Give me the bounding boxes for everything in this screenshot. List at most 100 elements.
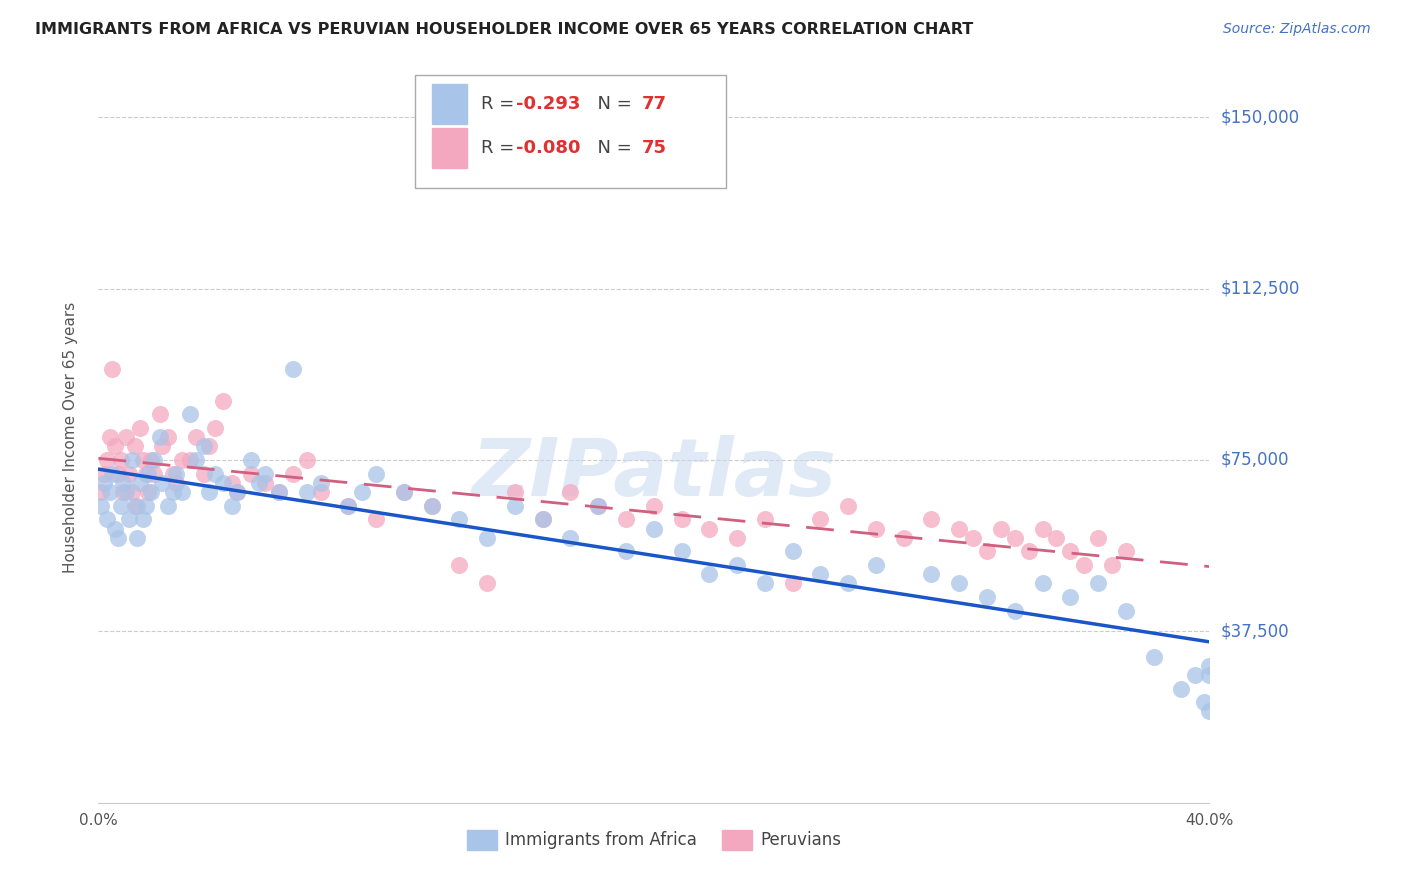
Point: [138, 484, 160, 499]
Point: [165, 475, 187, 490]
Point: [221, 475, 243, 490]
Point: [129, 475, 152, 490]
Point: [124, 499, 146, 513]
Point: [475, 576, 499, 591]
Point: [588, 499, 610, 513]
Point: [643, 499, 665, 513]
Point: [976, 544, 998, 558]
Point: [249, 475, 271, 490]
Point: [837, 576, 859, 591]
Point: [1018, 544, 1040, 558]
Point: [107, 531, 129, 545]
Point: [179, 453, 201, 467]
Point: [976, 590, 998, 604]
Point: [309, 484, 332, 499]
Point: [212, 475, 235, 490]
Point: [352, 484, 374, 499]
Point: [1198, 658, 1220, 673]
Point: [240, 467, 263, 481]
Point: [754, 576, 776, 591]
Text: 75: 75: [641, 139, 666, 157]
Point: [1115, 544, 1137, 558]
Point: [281, 467, 304, 481]
Text: $112,500: $112,500: [1220, 279, 1299, 298]
Point: [560, 531, 582, 545]
Point: [531, 512, 554, 526]
Point: [204, 421, 226, 435]
Point: [920, 567, 942, 582]
Point: [253, 467, 276, 481]
Point: [1192, 695, 1215, 709]
Point: [392, 484, 415, 499]
Point: [1032, 576, 1054, 591]
Point: [170, 484, 193, 499]
Point: [96, 512, 118, 526]
Point: [204, 467, 226, 481]
Point: [531, 512, 554, 526]
Point: [112, 484, 135, 499]
Point: [1059, 544, 1081, 558]
Point: [475, 531, 499, 545]
Point: [212, 393, 235, 408]
Text: $75,000: $75,000: [1220, 451, 1289, 469]
Point: [810, 567, 832, 582]
Point: [124, 439, 146, 453]
Point: [920, 512, 942, 526]
Point: [588, 499, 610, 513]
Point: [990, 521, 1012, 535]
Point: [295, 453, 318, 467]
Point: [1073, 558, 1095, 573]
Point: [156, 499, 179, 513]
Point: [179, 407, 201, 421]
Point: [1004, 531, 1026, 545]
Point: [366, 512, 388, 526]
Bar: [415, 75, 725, 188]
Point: [865, 521, 887, 535]
Point: [560, 484, 582, 499]
Text: -0.293: -0.293: [516, 95, 581, 113]
Point: [226, 484, 249, 499]
Point: [837, 499, 859, 513]
Text: IMMIGRANTS FROM AFRICA VS PERUVIAN HOUSEHOLDER INCOME OVER 65 YEARS CORRELATION : IMMIGRANTS FROM AFRICA VS PERUVIAN HOUSE…: [35, 22, 973, 37]
Text: Source: ZipAtlas.com: Source: ZipAtlas.com: [1223, 22, 1371, 37]
Point: [671, 544, 693, 558]
Point: [93, 475, 115, 490]
Point: [1198, 705, 1220, 719]
Point: [267, 484, 290, 499]
Point: [165, 467, 187, 481]
Point: [143, 453, 166, 467]
Bar: [432, 128, 467, 169]
Point: [782, 544, 804, 558]
Point: [699, 521, 721, 535]
Point: [135, 499, 157, 513]
Point: [1101, 558, 1123, 573]
Point: [162, 484, 184, 499]
Point: [118, 467, 141, 481]
Point: [198, 484, 221, 499]
Point: [90, 499, 112, 513]
Point: [193, 467, 215, 481]
Point: [754, 512, 776, 526]
Point: [141, 453, 163, 467]
Point: [127, 499, 149, 513]
Point: [1170, 681, 1192, 696]
Text: R =: R =: [481, 139, 519, 157]
Point: [132, 453, 155, 467]
Text: $37,500: $37,500: [1220, 623, 1289, 640]
Point: [449, 512, 471, 526]
Point: [198, 439, 221, 453]
Point: [267, 484, 290, 499]
Point: [129, 421, 152, 435]
Point: [148, 430, 170, 444]
Point: [150, 475, 173, 490]
Point: [1059, 590, 1081, 604]
Point: [614, 512, 637, 526]
Point: [420, 499, 443, 513]
Point: [240, 453, 263, 467]
Point: [614, 544, 637, 558]
Point: [337, 499, 360, 513]
Point: [503, 499, 526, 513]
Point: [449, 558, 471, 573]
Text: N =: N =: [586, 139, 637, 157]
Point: [725, 558, 748, 573]
